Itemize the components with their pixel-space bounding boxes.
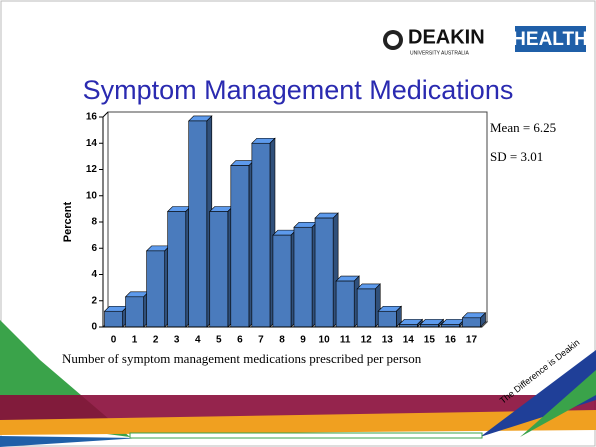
- swoosh-green-right: [520, 370, 596, 437]
- y-tick-label: 6: [91, 243, 97, 254]
- logo-unit: HEALTH: [512, 29, 588, 50]
- y-tick-label: 10: [86, 190, 98, 201]
- x-tick-label: 7: [258, 335, 264, 346]
- y-tick-label: 16: [86, 112, 98, 123]
- annotation: Mean = 6.25: [490, 120, 556, 135]
- bar: [356, 288, 376, 328]
- x-tick-label: 6: [237, 335, 243, 346]
- x-tick-label: 2: [153, 335, 159, 346]
- y-tick-label: 4: [91, 269, 97, 280]
- x-tick-label: 11: [340, 335, 351, 346]
- x-tick-label: 9: [300, 335, 306, 346]
- bar: [188, 120, 208, 328]
- x-tick-label: 16: [445, 335, 457, 346]
- bar: [146, 250, 165, 328]
- y-tick-label: 14: [86, 138, 98, 149]
- bar: [314, 217, 334, 328]
- swoosh-blue-left: [0, 436, 140, 447]
- logo-box: [515, 26, 586, 52]
- chart-title: Symptom Management Medications: [83, 75, 514, 105]
- x-tick-label: 10: [319, 335, 331, 346]
- swoosh-blue-right: [480, 350, 596, 437]
- bar: [230, 165, 250, 328]
- annotation: SD = 3.01: [490, 149, 543, 164]
- y-tick-label: 2: [91, 295, 97, 306]
- bar: [167, 211, 187, 328]
- y-tick-label: 12: [86, 164, 98, 175]
- bottom-bar: [129, 432, 483, 439]
- x-tick-label: 14: [403, 335, 415, 346]
- x-tick-label: 13: [382, 335, 394, 346]
- y-tick-label: 8: [91, 217, 97, 228]
- x-tick-label: 12: [361, 335, 373, 346]
- bar: [335, 280, 355, 328]
- bar: [104, 310, 123, 328]
- bar: [272, 234, 292, 328]
- x-tick-label: 5: [216, 335, 222, 346]
- bar: [293, 226, 313, 328]
- y-axis-depth: [102, 111, 109, 118]
- bar: [209, 211, 229, 328]
- bar: [377, 310, 397, 328]
- x-tick-label: 1: [132, 335, 138, 346]
- logo-crest-inner: [387, 34, 399, 46]
- logo-sub: UNIVERSITY AUSTRALIA: [410, 50, 469, 56]
- x-tick-label: 0: [111, 335, 117, 346]
- logo-name: DEAKIN: [408, 26, 485, 48]
- x-axis-label: Number of symptom management medications…: [62, 351, 422, 366]
- bar: [251, 142, 271, 328]
- x-tick-label: 17: [466, 335, 478, 346]
- y-tick-label: 0: [91, 322, 97, 333]
- x-tick-label: 15: [424, 335, 436, 346]
- y-axis-label: Percent: [62, 201, 74, 242]
- bar: [462, 317, 481, 328]
- x-tick-label: 8: [279, 335, 285, 346]
- swoosh-orange: [0, 410, 596, 435]
- x-tick-label: 4: [195, 335, 201, 346]
- bar: [125, 296, 144, 328]
- x-tick-label: 3: [174, 335, 180, 346]
